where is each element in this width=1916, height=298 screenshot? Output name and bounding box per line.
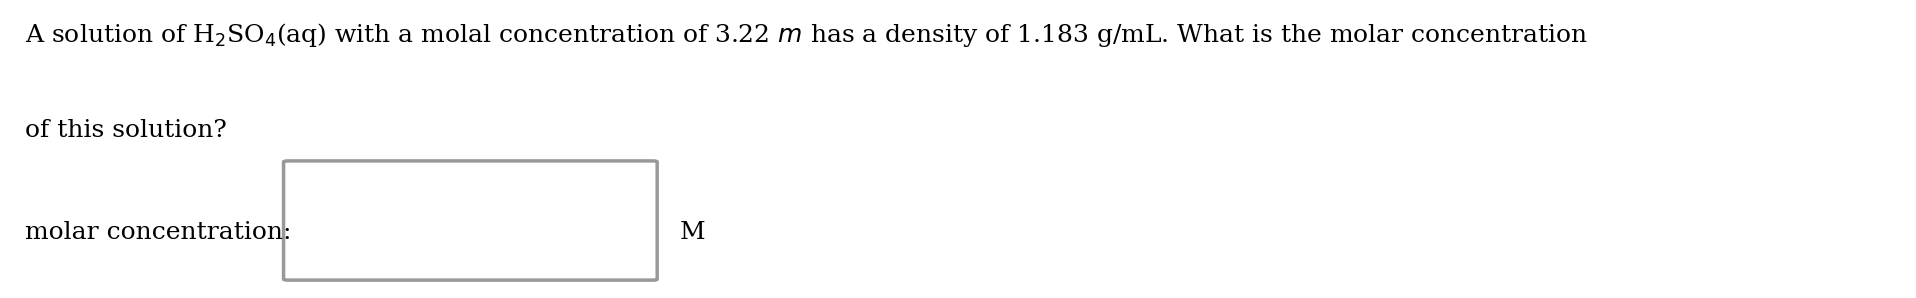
Text: of this solution?: of this solution? bbox=[25, 119, 226, 142]
Text: molar concentration:: molar concentration: bbox=[25, 221, 291, 244]
Text: M: M bbox=[680, 221, 705, 244]
Text: A solution of H$_2$SO$_4$(aq) with a molal concentration of 3.22 $\mathit{m}$ ha: A solution of H$_2$SO$_4$(aq) with a mol… bbox=[25, 21, 1588, 49]
FancyBboxPatch shape bbox=[284, 161, 657, 280]
